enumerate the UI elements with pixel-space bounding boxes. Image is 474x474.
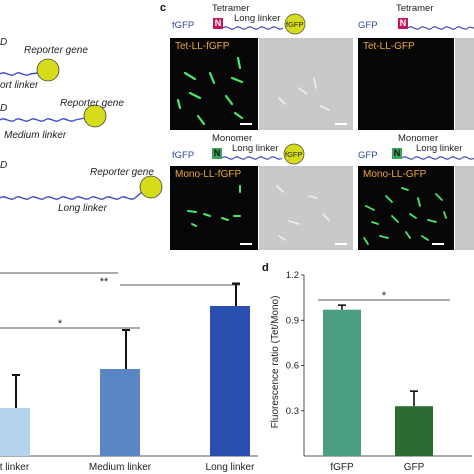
long-linker-squiggle [0, 196, 136, 200]
medium-linker-squiggle [0, 118, 76, 122]
row-edge-mark: D [0, 103, 8, 114]
fgfp-ball [284, 13, 306, 35]
bar [323, 309, 361, 456]
image-title: Tet-LL-GFP [363, 41, 415, 52]
construct-side-label: GFP [358, 150, 378, 161]
scale-bar [432, 243, 444, 245]
x-tick-label: GFP [404, 462, 425, 473]
fluorescence-image: Mono-LL-fGFP [170, 166, 258, 250]
image-title: Tet-LL-fGFP [175, 41, 230, 52]
reporter-gene-ball [83, 104, 107, 128]
panel-a-drawing [0, 58, 163, 200]
x-tick-label: fGFP [330, 462, 354, 473]
monomer-domain-box: N [212, 148, 222, 159]
x-tick-label: ort linker [0, 462, 30, 473]
significance-marker: * [382, 290, 387, 302]
bar [395, 406, 433, 456]
short-linker-squiggle [0, 72, 31, 76]
scale-bar [240, 243, 252, 245]
bar [210, 306, 250, 456]
y-axis-label: Fluorescence ratio (Tet/Mono) [270, 296, 281, 429]
construct-side-label: fGFP [172, 150, 195, 161]
fluorescence-image: Mono-LL-GFP [358, 166, 454, 250]
panel-letter-c: c [160, 2, 167, 14]
reporter-gene-label: Reporter gene [24, 45, 88, 56]
fgfp-ball [283, 143, 305, 165]
row-edge-mark: D [0, 37, 8, 48]
construct-state-label: Monomer [212, 133, 253, 144]
y-tick-label: 0.9 [286, 315, 299, 326]
y-tick-label: 0.6 [286, 361, 299, 372]
linker-label: ort linker [0, 80, 39, 91]
panel-letter-d: d [262, 262, 269, 274]
construct-state-label: Tetramer [212, 3, 250, 14]
scale-bar [240, 123, 252, 125]
linker-squiggle [402, 156, 474, 160]
construct-state-label: Tetramer [396, 3, 434, 14]
reporter-gene-ball [139, 175, 163, 199]
panel-b-chart: ** * ort linker Medium linker Long linker [0, 272, 258, 473]
fluorescence-image: Tet-LL-GFP [358, 38, 454, 130]
image-title: Mono-LL-fGFP [175, 169, 242, 180]
monomer-domain-box: N [392, 148, 402, 159]
fgfp-ball-label: fGFP [286, 20, 304, 29]
construct-state-label: Monomer [398, 133, 439, 144]
bar [0, 408, 30, 456]
scale-bar [335, 123, 347, 125]
construct-side-label: fGFP [172, 20, 195, 31]
fluorescence-image: Tet-LL-fGFP [170, 38, 258, 130]
x-tick-label: Long linker [206, 462, 256, 473]
linker-label: Medium linker [4, 130, 67, 141]
row-edge-mark: D [0, 160, 8, 171]
construct-linker-label: Long linker [234, 13, 281, 24]
construct-linker-label: Long linker [416, 143, 463, 154]
tetramer-domain-box: N [398, 18, 408, 29]
significance-marker: ** [100, 276, 109, 288]
brightfield-image [455, 38, 474, 130]
y-tick-label: 0.3 [286, 406, 299, 417]
reporter-gene-label: Reporter gene [60, 98, 124, 109]
panel-d-chart: Fluorescence ratio (Tet/Mono) * 0.3 0.6 0.… [270, 270, 472, 473]
brightfield-image [455, 166, 474, 250]
scale-bar [335, 243, 347, 245]
linker-squiggle [223, 26, 284, 30]
linker-squiggle [222, 156, 283, 160]
fgfp-ball-label: fGFP [285, 150, 303, 159]
bar [100, 369, 140, 456]
construct-linker-label: Long linker [232, 143, 279, 154]
brightfield-image [259, 166, 353, 250]
y-tick-label: 1.2 [286, 270, 299, 281]
construct-side-label: GFP [358, 20, 378, 31]
image-title: Mono-LL-GFP [363, 169, 427, 180]
brightfield-image [259, 38, 353, 130]
reporter-gene-label: Reporter gene [90, 167, 154, 178]
reporter-gene-ball [36, 58, 60, 82]
tetramer-domain-box: N [213, 18, 223, 29]
significance-marker: * [58, 318, 63, 330]
linker-squiggle [408, 26, 474, 30]
x-tick-label: Medium linker [89, 462, 152, 473]
linker-label: Long linker [58, 203, 107, 214]
